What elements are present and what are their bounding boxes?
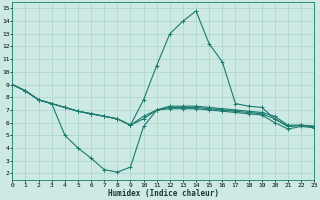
X-axis label: Humidex (Indice chaleur): Humidex (Indice chaleur) <box>108 189 219 198</box>
